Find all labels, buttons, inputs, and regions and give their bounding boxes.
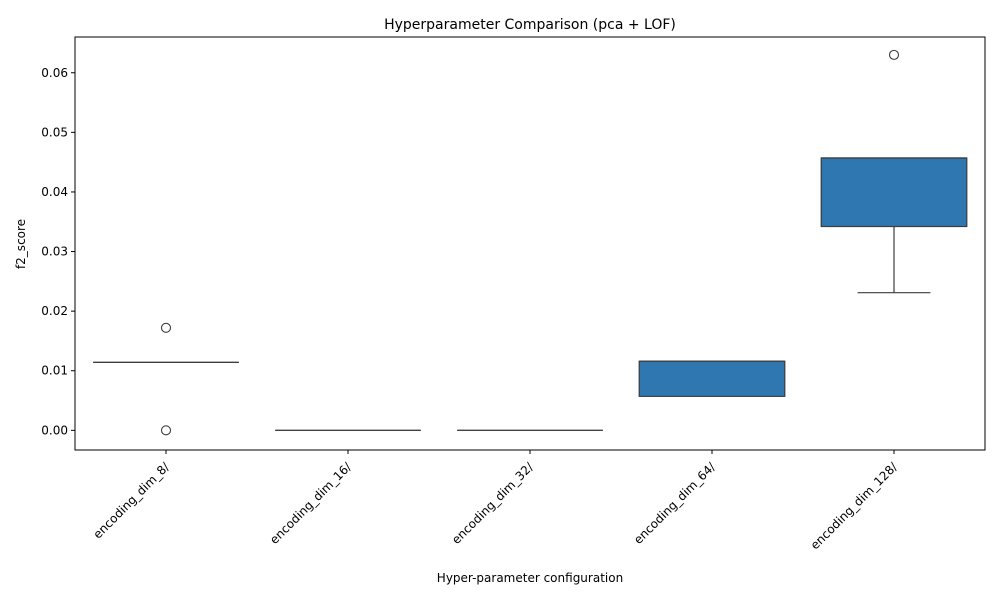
outlier-point xyxy=(888,49,900,60)
x-axis: encoding_dim_8/encoding_dim_16/encoding_… xyxy=(91,450,901,552)
chart-title: Hyperparameter Comparison (pca + LOF) xyxy=(384,17,676,33)
y-tick-label: 0.06 xyxy=(41,66,68,80)
x-tick-label: encoding_dim_32/ xyxy=(449,459,537,547)
plot-area xyxy=(93,49,968,436)
y-axis: 0.00 0.01 0.02 0.03 0.04 0.05 0.06 xyxy=(41,66,75,437)
x-axis-title: Hyper-parameter configuration xyxy=(437,571,623,585)
y-axis-title: f2_score xyxy=(14,219,28,269)
plot-frame xyxy=(74,36,986,451)
y-tick-label: 0.05 xyxy=(41,125,68,139)
y-tick-label: 0.02 xyxy=(41,304,68,318)
outlier-point xyxy=(160,322,172,333)
outlier-point xyxy=(160,425,172,436)
y-tick-label: 0.04 xyxy=(41,185,68,199)
y-tick-label: 0.01 xyxy=(41,364,68,378)
y-tick-label: 0.03 xyxy=(41,245,68,259)
box-body xyxy=(638,360,786,397)
x-tick-label: encoding_dim_128/ xyxy=(808,459,901,552)
box-body xyxy=(820,157,968,228)
x-tick-label: encoding_dim_8/ xyxy=(91,459,173,541)
x-tick-label: encoding_dim_64/ xyxy=(631,459,719,547)
x-tick-label: encoding_dim_16/ xyxy=(267,459,355,547)
y-tick-label: 0.00 xyxy=(41,423,68,437)
